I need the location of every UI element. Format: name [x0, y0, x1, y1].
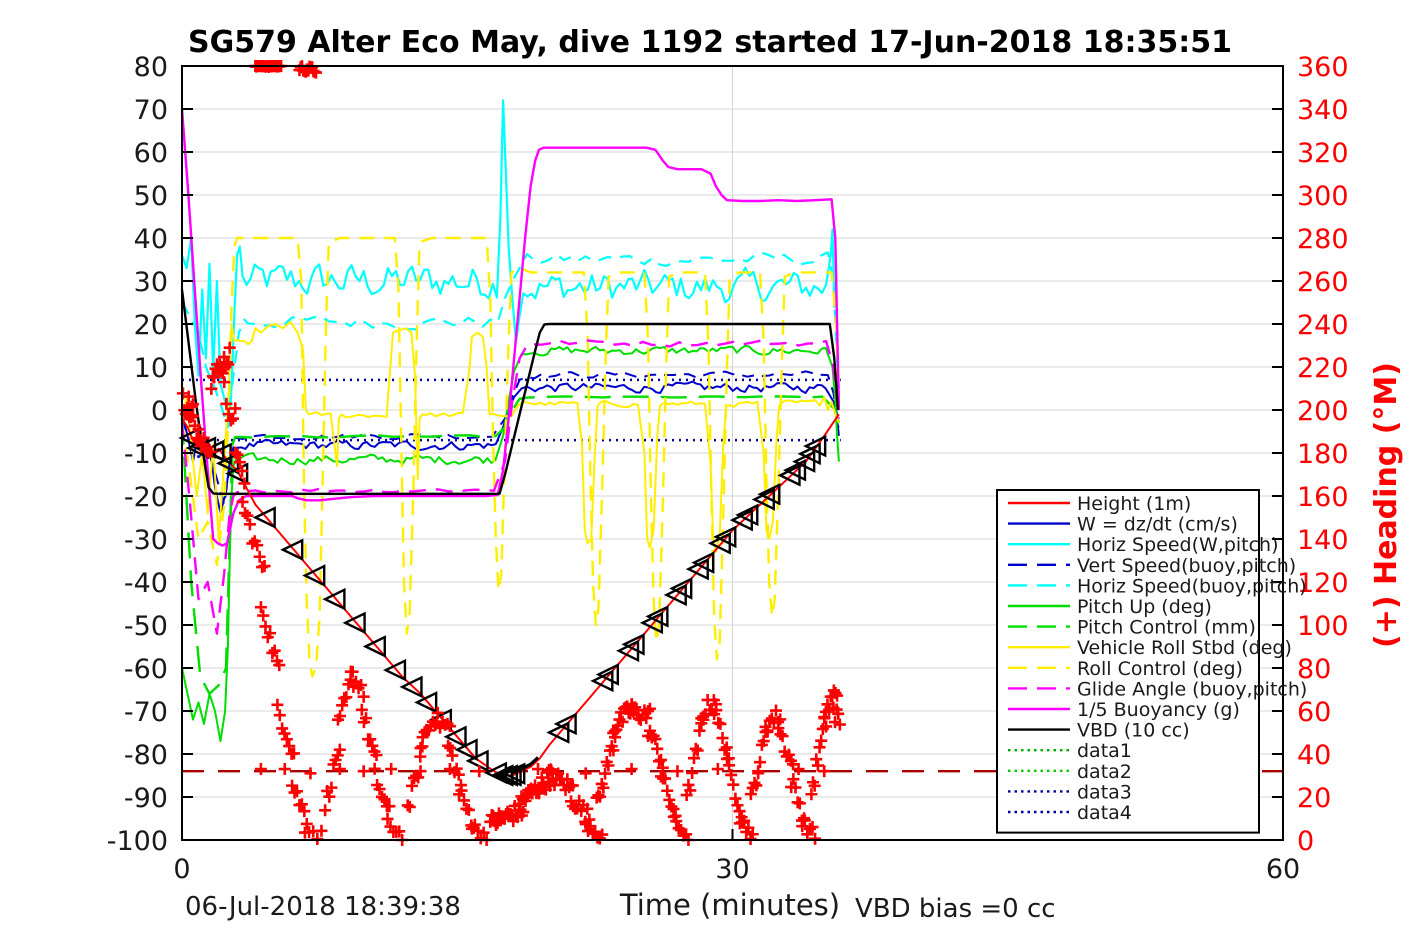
y-axis-tick-left: 0	[151, 396, 168, 427]
y-axis-tick-left: -80	[124, 740, 168, 771]
axis-ticks-labels: 80706050403020100-10-20-30-40-50-60-70-8…	[107, 52, 1349, 885]
legend-label: W = dz/dt (cm/s)	[1077, 514, 1238, 536]
y-axis-tick-left: 40	[134, 224, 168, 255]
x-axis-tick: 0	[173, 854, 190, 885]
y-axis-tick-right: 80	[1297, 654, 1331, 685]
legend-label: Height (1m)	[1077, 493, 1191, 515]
legend-label: Roll Control (deg)	[1077, 658, 1243, 680]
right-axis-label: (+) Heading (°M)	[1369, 362, 1404, 648]
legend-item[interactable]: Pitch Control (mm)	[1008, 617, 1256, 639]
y-axis-tick-right: 320	[1297, 138, 1349, 169]
legend-item[interactable]: Pitch Up (deg)	[1008, 596, 1212, 618]
legend-label: Glide Angle (buoy,pitch)	[1077, 678, 1307, 700]
y-axis-tick-left: 50	[134, 181, 168, 212]
y-axis-tick-left: -100	[107, 826, 168, 857]
y-axis-tick-left: -40	[124, 568, 168, 599]
y-axis-tick-right: 100	[1297, 611, 1349, 642]
y-axis-tick-right: 0	[1297, 826, 1314, 857]
legend-label: Pitch Up (deg)	[1077, 596, 1212, 618]
y-axis-tick-right: 180	[1297, 439, 1349, 470]
x-axis-tick: 60	[1266, 854, 1300, 885]
y-axis-tick-right: 220	[1297, 353, 1349, 384]
y-axis-tick-left: -70	[124, 697, 168, 728]
legend-item[interactable]: 1/5 Buoyancy (g)	[1008, 699, 1240, 721]
x-axis-tick: 30	[715, 854, 749, 885]
legend-label: data3	[1077, 781, 1132, 803]
legend-label: Horiz Speed(buoy,pitch)	[1077, 575, 1307, 597]
legend-item[interactable]: W = dz/dt (cm/s)	[1008, 514, 1238, 536]
y-axis-tick-right: 260	[1297, 267, 1349, 298]
y-axis-tick-left: 10	[134, 353, 168, 384]
legend-item[interactable]: data4	[1008, 802, 1132, 824]
legend-label: 1/5 Buoyancy (g)	[1077, 699, 1240, 721]
y-axis-tick-left: 70	[134, 95, 168, 126]
y-axis-tick-right: 360	[1297, 52, 1349, 83]
y-axis-tick-left: 20	[134, 310, 168, 341]
legend-item[interactable]: data1	[1008, 740, 1132, 762]
legend-box	[996, 489, 1260, 834]
legend-label: Vehicle Roll Stbd (deg)	[1077, 637, 1292, 659]
y-axis-tick-left: -20	[124, 482, 168, 513]
legend-label: VBD (10 cc)	[1077, 720, 1190, 742]
legend-label: Horiz Speed(W,pitch)	[1077, 534, 1279, 556]
footer-timestamp: 06-Jul-2018 18:39:38	[185, 892, 461, 922]
y-axis-tick-left: -60	[124, 654, 168, 685]
page-title: SG579 Alter Eco May, dive 1192 started 1…	[188, 25, 1232, 60]
legend-item[interactable]: Horiz Speed(W,pitch)	[1008, 534, 1279, 556]
x-axis-label: Time (minutes)	[619, 888, 840, 922]
y-axis-tick-right: 40	[1297, 740, 1331, 771]
y-axis-tick-right: 280	[1297, 224, 1349, 255]
legend-item[interactable]: data2	[1008, 761, 1132, 783]
y-axis-tick-left: 80	[134, 52, 168, 83]
legend[interactable]: Height (1m)W = dz/dt (cm/s)Horiz Speed(W…	[996, 489, 1307, 834]
y-axis-tick-left: 60	[134, 138, 168, 169]
y-axis-tick-right: 60	[1297, 697, 1331, 728]
y-axis-tick-right: 20	[1297, 783, 1331, 814]
y-axis-tick-left: -10	[124, 439, 168, 470]
legend-item[interactable]: Vehicle Roll Stbd (deg)	[1008, 637, 1292, 659]
y-axis-tick-right: 160	[1297, 482, 1349, 513]
legend-item[interactable]: Horiz Speed(buoy,pitch)	[1008, 575, 1307, 597]
legend-label: Vert Speed(buoy,pitch)	[1077, 555, 1296, 577]
y-axis-tick-left: -90	[124, 783, 168, 814]
y-axis-tick-left: 30	[134, 267, 168, 298]
legend-item[interactable]: VBD (10 cc)	[1008, 720, 1190, 742]
legend-label: data4	[1077, 802, 1132, 824]
y-axis-tick-right: 340	[1297, 95, 1349, 126]
legend-item[interactable]: Vert Speed(buoy,pitch)	[1008, 555, 1296, 577]
y-axis-tick-left: -30	[124, 525, 168, 556]
y-axis-tick-left: -50	[124, 611, 168, 642]
y-axis-tick-right: 140	[1297, 525, 1349, 556]
legend-item[interactable]: Roll Control (deg)	[1008, 658, 1243, 680]
legend-label: Pitch Control (mm)	[1077, 617, 1256, 639]
y-axis-tick-right: 240	[1297, 310, 1349, 341]
legend-label: data2	[1077, 761, 1132, 783]
y-axis-tick-right: 300	[1297, 181, 1349, 212]
legend-item[interactable]: data3	[1008, 781, 1132, 803]
y-axis-tick-right: 120	[1297, 568, 1349, 599]
footer-note: VBD bias =0 cc	[855, 894, 1056, 924]
legend-label: data1	[1077, 740, 1132, 762]
legend-item[interactable]: Height (1m)	[1008, 493, 1191, 515]
y-axis-tick-right: 200	[1297, 396, 1349, 427]
legend-item[interactable]: Glide Angle (buoy,pitch)	[1008, 678, 1307, 700]
